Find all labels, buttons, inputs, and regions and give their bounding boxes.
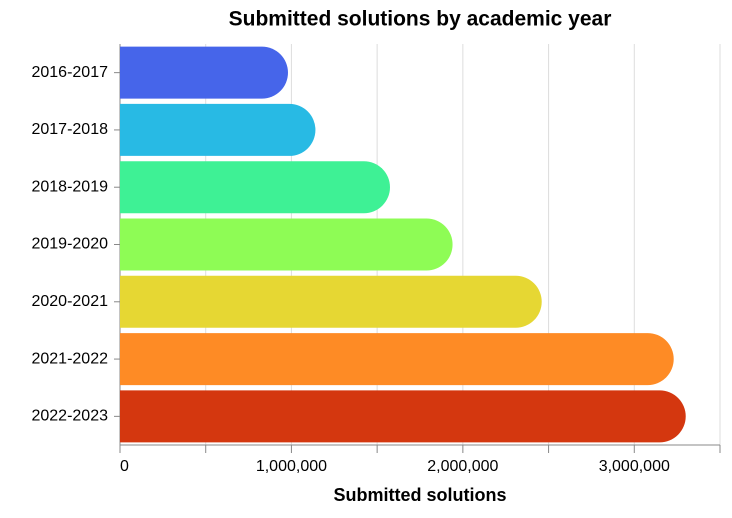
y-tick-label: 2017-2018 — [31, 121, 108, 138]
bar — [120, 103, 316, 156]
bar — [120, 161, 390, 214]
chart-title: Submitted solutions by academic year — [229, 8, 612, 31]
y-tick-label: 2016-2017 — [31, 64, 108, 81]
y-tick-label: 2018-2019 — [31, 178, 108, 195]
x-tick-label: 1,000,000 — [256, 458, 327, 475]
y-tick-label: 2021-2022 — [31, 350, 108, 367]
x-tick-label: 3,000,000 — [599, 458, 670, 475]
bar — [120, 390, 686, 443]
bar — [120, 218, 453, 271]
bar — [120, 275, 542, 328]
x-tick-label: 0 — [120, 458, 129, 475]
bar — [120, 333, 674, 386]
bar — [120, 46, 288, 99]
y-tick-label: 2019-2020 — [31, 236, 108, 253]
y-tick-label: 2022-2023 — [31, 408, 108, 425]
x-axis-title: Submitted solutions — [334, 485, 507, 505]
y-tick-label: 2020-2021 — [31, 293, 108, 310]
x-tick-label: 2,000,000 — [427, 458, 498, 475]
